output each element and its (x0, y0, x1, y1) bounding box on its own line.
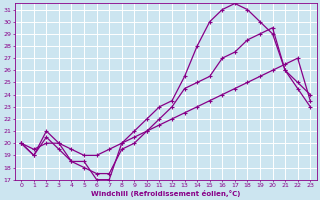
X-axis label: Windchill (Refroidissement éolien,°C): Windchill (Refroidissement éolien,°C) (91, 190, 240, 197)
